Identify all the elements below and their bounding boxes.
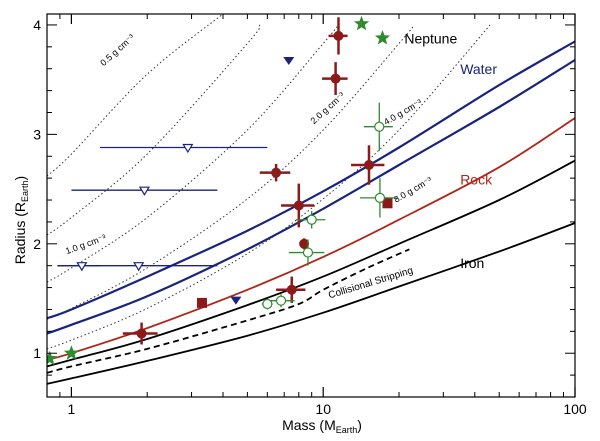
curve-label-iron: Iron xyxy=(460,255,484,271)
density-curves xyxy=(47,14,491,350)
planet-red-square-0 xyxy=(196,297,207,308)
planet-markers xyxy=(47,15,397,366)
y-tick-label-3: 4 xyxy=(33,17,41,33)
y-axis-title-main: Radius (R xyxy=(12,202,28,264)
planet-blue-filled-triangle-0 xyxy=(283,56,295,65)
planet-red-square-1 xyxy=(382,198,393,209)
planet-green-star-3 xyxy=(47,350,58,366)
density-curve-2 xyxy=(47,24,339,283)
composition-curve-water-1 xyxy=(47,59,575,335)
composition-curve-water-0 xyxy=(47,40,575,320)
planet-red-circle-3 xyxy=(363,160,374,171)
planet-green-circle-4 xyxy=(275,295,287,306)
x-tick-label-2: 100 xyxy=(563,401,587,417)
plot-frame xyxy=(46,13,576,398)
curve-label-neptune: Neptune xyxy=(404,31,457,47)
density-label-2: 2.0 g cm⁻³ xyxy=(309,90,347,126)
y-tick-label-1: 2 xyxy=(33,236,41,252)
y-tick-label-0: 1 xyxy=(33,345,41,361)
density-curve-3 xyxy=(47,24,415,320)
planet-green-star-1 xyxy=(374,30,391,45)
y-axis-title: Radius (REarth) xyxy=(12,176,30,264)
density-curve-4 xyxy=(47,24,491,350)
planet-green-star-0 xyxy=(353,15,370,31)
planet-blue-open-triangle-2 xyxy=(133,262,145,272)
planet-red-circle-5 xyxy=(299,238,310,249)
planet-blue-open-triangle-0 xyxy=(182,143,194,154)
planet-red-circle-6 xyxy=(286,284,297,295)
density-label-3: 4.0 g cm⁻³ xyxy=(382,97,424,127)
y-axis-title-end: ) xyxy=(12,176,28,181)
planet-red-circle-7 xyxy=(136,328,147,339)
x-axis-title: Mass (MEarth) xyxy=(282,417,362,435)
planet-red-circle-2 xyxy=(271,167,282,178)
planet-green-star-2 xyxy=(63,345,79,360)
y-axis-title-sub: Earth xyxy=(20,180,30,202)
planet-green-circle-5 xyxy=(262,298,273,310)
composition-curve-unnamed-3 xyxy=(47,159,575,368)
composition-curve-iron-4 xyxy=(47,222,575,385)
curve-label-water: Water xyxy=(460,61,497,77)
curve-label-rock: Rock xyxy=(460,172,493,188)
density-label-1: 1.0 g cm⁻³ xyxy=(64,232,107,256)
x-tick-label-0: 1 xyxy=(68,401,76,417)
x-axis-title-main: Mass (M xyxy=(282,417,336,433)
planet-red-circle-0 xyxy=(333,30,344,41)
x-tick-label-1: 10 xyxy=(315,401,331,417)
planet-green-circle-1 xyxy=(374,192,386,203)
composition-curve-rock-2 xyxy=(47,117,575,361)
density-curve-0 xyxy=(47,14,224,177)
composition-curves xyxy=(47,40,575,385)
planet-red-circle-1 xyxy=(330,73,341,84)
planet-green-circle-0 xyxy=(374,121,385,132)
y-tick-label-2: 3 xyxy=(33,126,41,142)
planet-blue-open-triangle-3 xyxy=(76,262,88,272)
planet-blue-open-triangle-1 xyxy=(138,186,150,196)
axes: 1 10 100 1 2 3 4 xyxy=(33,14,587,417)
composition-curve-collisional-stripping-5 xyxy=(47,248,410,374)
planet-red-circle-4 xyxy=(293,200,304,211)
planet-blue-filled-triangle-1 xyxy=(230,296,242,305)
density-label-0: 0.5 g cm⁻³ xyxy=(98,32,136,68)
planet-green-circle-2 xyxy=(306,214,317,225)
planet-green-circle-3 xyxy=(302,247,314,258)
density-curve-1 xyxy=(47,24,261,236)
x-axis-title-end: ) xyxy=(357,417,362,433)
x-axis-title-sub: Earth xyxy=(336,425,358,435)
density-label-4: 8.0 g cm⁻³ xyxy=(392,175,434,205)
